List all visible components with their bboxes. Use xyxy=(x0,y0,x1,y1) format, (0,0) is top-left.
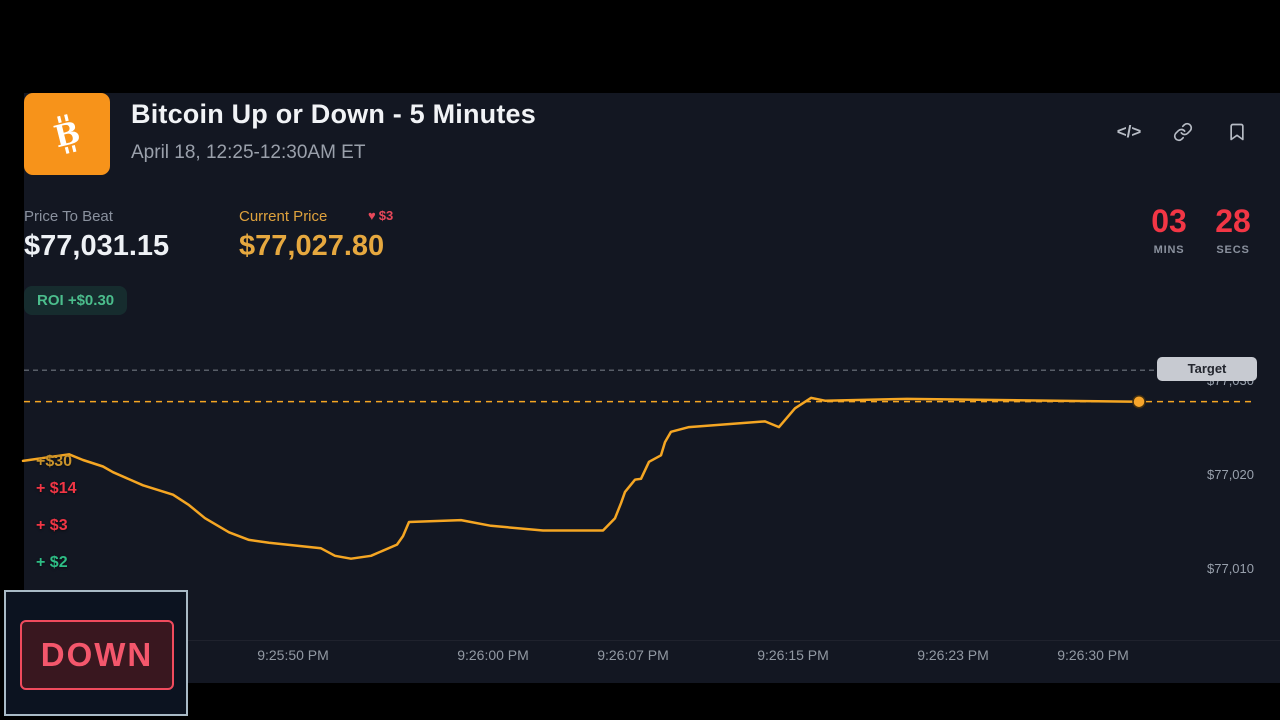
heart-amount[interactable]: ♥ $3 xyxy=(368,208,393,223)
x-axis-label: 9:26:07 PM xyxy=(597,647,669,663)
countdown-seconds-value: 28 xyxy=(1215,203,1251,239)
price-to-beat-label: Price To Beat xyxy=(24,208,113,225)
trade-amount-label: + $2 xyxy=(36,554,68,571)
trade-amount-label: + $3 xyxy=(36,517,68,534)
current-price-value: $77,027.80 xyxy=(239,230,385,262)
x-axis-label: 9:26:23 PM xyxy=(917,647,989,663)
roi-badge: ROI +$0.30 xyxy=(24,286,128,315)
code-icon: </> xyxy=(1116,122,1142,141)
link-icon xyxy=(1173,122,1193,142)
market-subtitle: April 18, 12:25-12:30AM ET xyxy=(131,142,366,163)
heart-amount-value: $3 xyxy=(378,208,394,223)
down-button[interactable]: DOWN xyxy=(20,620,174,690)
x-axis-label: 9:26:30 PM xyxy=(1057,647,1129,663)
y-axis-label: $77,010 xyxy=(1207,561,1254,576)
time-axis-divider xyxy=(24,640,1280,641)
x-axis-label: 9:25:50 PM xyxy=(257,647,329,663)
bookmark-button[interactable] xyxy=(1224,119,1250,145)
market-card: B Bitcoin Up or Down - 5 Minutes April 1… xyxy=(24,93,1280,683)
bookmark-icon xyxy=(1230,123,1244,141)
trade-amount-label: +$30 xyxy=(36,453,73,470)
share-link-button[interactable] xyxy=(1170,119,1196,145)
y-axis-label: $77,020 xyxy=(1207,467,1254,482)
countdown-timer: 03 MINS 28 SECS xyxy=(1148,203,1254,256)
price-to-beat-value: $77,031.15 xyxy=(24,230,170,262)
target-badge[interactable]: Target xyxy=(1157,357,1257,382)
countdown-minutes: 03 MINS xyxy=(1148,203,1190,256)
bitcoin-icon: B xyxy=(51,114,84,155)
heart-icon: ♥ xyxy=(368,208,376,223)
current-price-label: Current Price xyxy=(239,208,328,225)
x-axis-label: 9:26:15 PM xyxy=(757,647,829,663)
bitcoin-logo: B xyxy=(24,93,110,175)
x-axis-label: 9:26:00 PM xyxy=(457,647,529,663)
countdown-seconds-label: SECS xyxy=(1216,243,1250,256)
trade-amount-label: + $14 xyxy=(36,480,77,497)
countdown-seconds: 28 SECS xyxy=(1212,203,1254,256)
countdown-minutes-label: MINS xyxy=(1153,243,1185,256)
embed-code-button[interactable]: </> xyxy=(1116,119,1142,145)
svg-text:B: B xyxy=(51,115,84,155)
market-title: Bitcoin Up or Down - 5 Minutes xyxy=(131,99,536,129)
down-button-highlight: DOWN xyxy=(4,590,188,716)
countdown-minutes-value: 03 xyxy=(1151,203,1187,239)
header-actions: </> xyxy=(1116,119,1250,145)
